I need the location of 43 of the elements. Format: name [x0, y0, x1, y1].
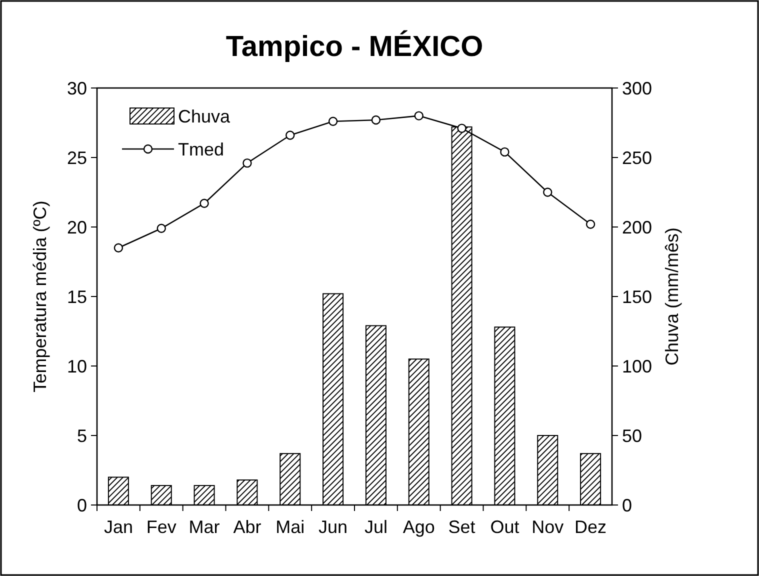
- y2-tick-label: 200: [622, 217, 652, 238]
- y-tick-label: 20: [66, 217, 87, 238]
- point: [286, 130, 295, 140]
- x-tick-label: Ago: [402, 517, 435, 537]
- y2-tick-label: 0: [622, 495, 632, 516]
- y2-tick-label: 100: [622, 356, 652, 376]
- point: [414, 111, 424, 120]
- x-tick-label: Fev: [146, 517, 176, 537]
- y2-tick-label: 50: [622, 426, 642, 446]
- y-tick-label: 5: [76, 426, 87, 446]
- y-tick-label: 15: [66, 286, 87, 307]
- y-tick-label: 30: [66, 78, 87, 98]
- x-tick-label: Abr: [233, 517, 262, 537]
- x-tick-label: Jul: [364, 517, 388, 537]
- y-tick-label: 25: [66, 148, 87, 168]
- x-tick-label: Dez: [574, 517, 607, 537]
- y-tick-label: 0: [76, 495, 87, 516]
- x-tick-label: Mai: [276, 517, 305, 537]
- point: [586, 220, 596, 229]
- x-tick-label: Set: [448, 517, 476, 537]
- point: [457, 124, 466, 133]
- x-tick-label: Jan: [104, 517, 133, 537]
- point: [328, 116, 338, 126]
- y2-tick-label: 300: [622, 78, 652, 98]
- chart-title: Tampico - MÉXICO: [226, 30, 484, 63]
- x-tick-label: Out: [490, 517, 520, 537]
- legend-label: Chuva: [178, 106, 232, 126]
- point: [156, 224, 166, 233]
- point: [543, 188, 552, 197]
- x-tick-label: Jun: [318, 517, 348, 537]
- point: [114, 243, 124, 252]
- point: [200, 198, 209, 208]
- y2-tick-label: 150: [622, 286, 652, 307]
- point: [500, 147, 510, 157]
- x-tick-label: Mar: [188, 517, 220, 537]
- legend-label: Tmed: [178, 139, 224, 160]
- point: [371, 115, 381, 125]
- y-tick-label: 10: [66, 356, 87, 376]
- y2-axis-title: Chuva (mm/mês): [662, 227, 682, 366]
- y2-tick-label: 250: [622, 148, 652, 168]
- y-axis-title: Temperatura média (ºC): [30, 200, 50, 392]
- x-tick-label: Nov: [532, 517, 564, 537]
- point: [242, 158, 252, 168]
